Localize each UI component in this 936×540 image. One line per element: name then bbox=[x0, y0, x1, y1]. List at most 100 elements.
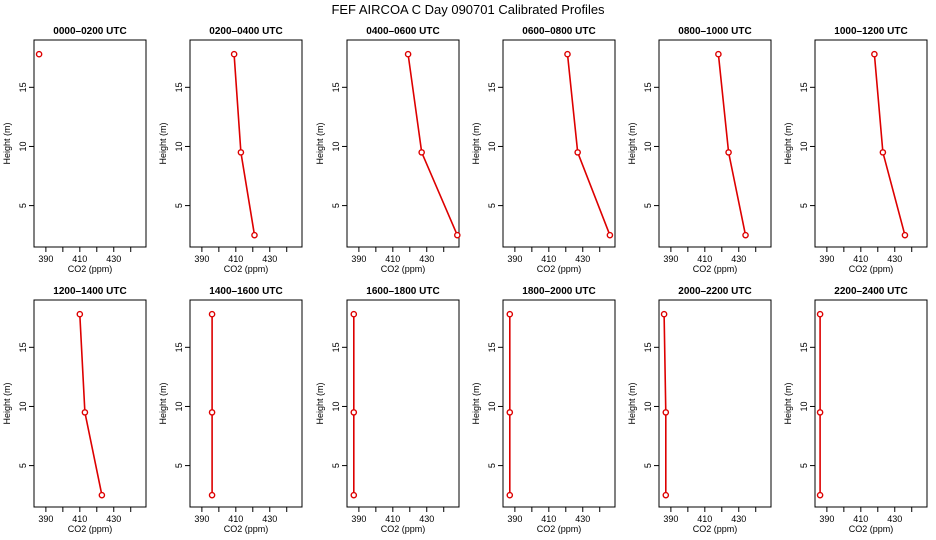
y-tick-label: 10 bbox=[643, 401, 653, 411]
profile-point bbox=[742, 231, 749, 239]
y-axis-label: Height (m) bbox=[783, 122, 793, 164]
y-tick-label: 15 bbox=[799, 82, 809, 92]
x-axis-label: CO2 (ppm) bbox=[537, 264, 582, 274]
x-tick-label: 410 bbox=[228, 514, 243, 524]
y-tick-label: 5 bbox=[18, 463, 28, 468]
x-tick-label: 390 bbox=[194, 254, 209, 264]
x-tick-label: 430 bbox=[731, 514, 746, 524]
x-tick-label: 430 bbox=[887, 514, 902, 524]
profile-point bbox=[606, 231, 614, 239]
x-axis-label: CO2 (ppm) bbox=[68, 264, 113, 274]
profile-point bbox=[208, 491, 216, 499]
profile-line bbox=[873, 54, 906, 236]
profile-point bbox=[418, 149, 425, 156]
profile-point bbox=[506, 409, 514, 416]
profile-point bbox=[879, 149, 887, 156]
x-tick-label: 390 bbox=[819, 514, 834, 524]
plot-frame bbox=[189, 39, 303, 248]
profile-panel: 1800–2000 UTC 390 410 430 5 10 15 CO2 (ppm) Heig… bbox=[471, 286, 616, 534]
x-tick-label: 430 bbox=[106, 254, 121, 264]
x-tick-label: 390 bbox=[38, 514, 53, 524]
x-tick-label: 430 bbox=[575, 514, 590, 524]
plot-frame bbox=[33, 299, 147, 508]
x-tick-label: 390 bbox=[194, 514, 209, 524]
y-tick-label: 5 bbox=[331, 203, 341, 208]
x-tick-label: 430 bbox=[731, 254, 746, 264]
panel-title: 0200–0400 UTC bbox=[209, 26, 282, 37]
profile-point bbox=[662, 491, 670, 499]
profile-point bbox=[230, 50, 238, 58]
x-tick-label: 410 bbox=[541, 254, 556, 264]
y-axis-label: Height (m) bbox=[2, 122, 12, 164]
x-tick-label: 390 bbox=[663, 254, 678, 264]
panel-title: 1400–1600 UTC bbox=[209, 286, 282, 297]
plot-frame bbox=[346, 39, 460, 248]
profile-panel: 1000–1200 UTC 390 410 430 5 10 15 CO2 (ppm) Heig… bbox=[783, 26, 928, 274]
y-tick-label: 15 bbox=[18, 82, 28, 92]
panel-title: 0800–1000 UTC bbox=[678, 26, 751, 37]
profile-panel: 2200–2400 UTC 390 410 430 5 10 15 CO2 (ppm) Heig… bbox=[783, 286, 928, 534]
profile-point bbox=[208, 409, 216, 416]
y-axis-label: Height (m) bbox=[158, 122, 168, 164]
x-axis-label: CO2 (ppm) bbox=[693, 524, 738, 534]
x-tick-label: 390 bbox=[663, 514, 678, 524]
profile-panel: 0200–0400 UTC 390 410 430 5 10 15 CO2 (ppm) Heig… bbox=[158, 26, 303, 274]
x-tick-label: 390 bbox=[351, 254, 366, 264]
figure-title: FEF AIRCOA C Day 090701 Calibrated Profi… bbox=[331, 2, 605, 17]
profile-point bbox=[81, 409, 89, 416]
x-tick-label: 390 bbox=[507, 254, 522, 264]
profile-point bbox=[506, 310, 514, 318]
y-axis-label: Height (m) bbox=[315, 382, 325, 424]
y-tick-label: 10 bbox=[487, 141, 497, 151]
profile-point bbox=[564, 50, 571, 58]
y-tick-label: 5 bbox=[487, 463, 497, 468]
y-tick-label: 15 bbox=[174, 82, 184, 92]
y-tick-label: 10 bbox=[643, 141, 653, 151]
profile-point bbox=[816, 409, 824, 416]
y-tick-label: 15 bbox=[487, 82, 497, 92]
profile-point bbox=[208, 310, 216, 318]
y-tick-label: 15 bbox=[331, 82, 341, 92]
profile-panel: 1200–1400 UTC 390 410 430 5 10 15 CO2 (ppm) Heig… bbox=[2, 286, 147, 534]
y-tick-label: 5 bbox=[643, 203, 653, 208]
profile-line bbox=[717, 54, 747, 236]
profile-point bbox=[350, 409, 358, 416]
panel-title: 1600–1800 UTC bbox=[366, 286, 439, 297]
profile-line bbox=[79, 314, 103, 496]
profile-point bbox=[816, 310, 824, 318]
x-axis-label: CO2 (ppm) bbox=[849, 264, 894, 274]
profile-panel: 1600–1800 UTC 390 410 430 5 10 15 CO2 (ppm) Heig… bbox=[315, 286, 460, 534]
x-tick-label: 390 bbox=[507, 514, 522, 524]
profile-point bbox=[350, 491, 358, 499]
x-tick-label: 430 bbox=[419, 254, 434, 264]
plot-frame bbox=[502, 39, 616, 248]
panel-title: 1800–2000 UTC bbox=[522, 286, 595, 297]
y-tick-label: 10 bbox=[799, 401, 809, 411]
profile-point bbox=[404, 50, 412, 58]
profile-point bbox=[660, 310, 668, 318]
profile-panel: 0400–0600 UTC 390 410 430 5 10 15 CO2 (ppm) Heig… bbox=[315, 26, 461, 274]
x-axis-label: CO2 (ppm) bbox=[381, 524, 426, 534]
y-tick-label: 10 bbox=[331, 401, 341, 411]
profile-panel: 2000–2200 UTC 390 410 430 5 10 15 CO2 (ppm) Heig… bbox=[627, 286, 772, 534]
x-axis-label: CO2 (ppm) bbox=[224, 524, 269, 534]
x-tick-label: 430 bbox=[887, 254, 902, 264]
profile-point bbox=[901, 231, 909, 239]
x-axis-label: CO2 (ppm) bbox=[224, 264, 269, 274]
y-tick-label: 15 bbox=[799, 342, 809, 352]
plot-frame bbox=[33, 39, 147, 248]
plot-frame bbox=[658, 39, 772, 248]
y-tick-label: 15 bbox=[174, 342, 184, 352]
profile-point bbox=[251, 231, 258, 239]
y-tick-label: 10 bbox=[18, 141, 28, 151]
x-tick-label: 410 bbox=[853, 514, 868, 524]
x-tick-label: 430 bbox=[106, 514, 121, 524]
profile-point bbox=[871, 50, 878, 58]
x-axis-label: CO2 (ppm) bbox=[849, 524, 894, 534]
y-tick-label: 5 bbox=[18, 203, 28, 208]
x-tick-label: 410 bbox=[385, 254, 400, 264]
profile-point bbox=[816, 491, 824, 499]
profile-point bbox=[574, 149, 581, 156]
profile-point bbox=[350, 310, 358, 318]
x-axis-label: CO2 (ppm) bbox=[537, 524, 582, 534]
